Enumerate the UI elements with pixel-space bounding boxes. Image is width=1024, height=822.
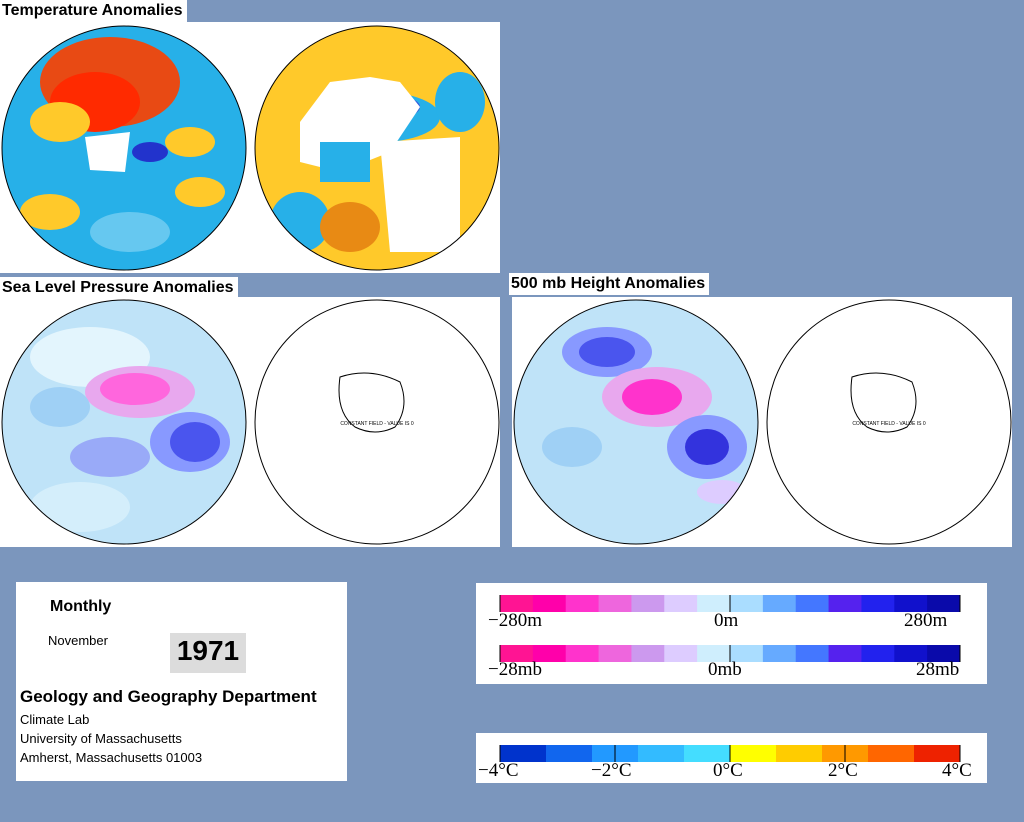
pressure-bar-swatch-2 <box>532 645 567 662</box>
pressure-bar-swatch-6 <box>664 645 698 662</box>
info-box: Monthly November 1971 Geology and Geogra… <box>16 582 347 781</box>
slp-maps-panel: CONSTANT FIELD - VALUE IS 0 <box>0 297 500 547</box>
anomaly-legend-bars <box>499 595 961 662</box>
height-bar-swatch-1 <box>500 595 534 612</box>
pressure-legend-max: 28mb <box>916 659 960 680</box>
temperature-bar-swatch-7 <box>776 745 823 762</box>
pressure-bar-swatch-10 <box>795 645 830 662</box>
temperature-bar-swatch-2 <box>546 745 593 762</box>
height-color-bar <box>499 595 961 612</box>
pressure-bar-swatch-13 <box>894 645 928 662</box>
pressure-bar-swatch-11 <box>828 645 862 662</box>
temperature-legend-label-4: 2°C <box>828 760 858 781</box>
slp-anomalies-title: Sea Level Pressure Anomalies <box>0 277 238 299</box>
temperature-bar-swatch-1 <box>500 745 547 762</box>
temperature-maps-panel <box>0 22 500 273</box>
pressure-bar-swatch-14 <box>927 645 961 662</box>
temperature-anomalies-title: Temperature Anomalies <box>0 0 187 22</box>
department-label: Geology and Geography Department <box>20 687 317 706</box>
height-bar-swatch-10 <box>795 595 830 612</box>
height-bar-swatch-11 <box>828 595 862 612</box>
temperature-bar-swatch-10 <box>914 745 961 762</box>
temperature-color-bar <box>499 745 961 762</box>
sh-height-globe <box>766 299 1012 545</box>
height-maps-panel: CONSTANT FIELD - VALUE IS 0 <box>512 297 1012 547</box>
month-label: November <box>48 633 108 648</box>
pressure-bar-swatch-8 <box>730 645 764 662</box>
temperature-bar-swatch-9 <box>868 745 915 762</box>
year-box: 1971 <box>170 633 246 673</box>
period-label: Monthly <box>50 598 112 615</box>
height-bar-swatch-6 <box>664 595 698 612</box>
temperature-bar-swatch-4 <box>638 745 685 762</box>
temperature-globes <box>1 25 500 271</box>
height-bar-swatch-12 <box>861 595 895 612</box>
pressure-bar-swatch-3 <box>565 645 600 662</box>
address-line-3: Amherst, Massachusetts 01003 <box>20 750 203 765</box>
temperature-legend-label-3: 0°C <box>713 760 743 781</box>
nh-temperature-globe <box>2 26 246 270</box>
pressure-legend-min: −28mb <box>488 659 542 680</box>
pressure-bar-swatch-7 <box>697 645 731 662</box>
height-globes: CONSTANT FIELD - VALUE IS 0 <box>513 299 1012 545</box>
temperature-legend-label-2: −2°C <box>591 760 632 781</box>
height-constant-note: CONSTANT FIELD - VALUE IS 0 <box>852 421 926 427</box>
temperature-bar-swatch-5 <box>684 745 731 762</box>
address-line-1: Climate Lab <box>20 712 90 727</box>
height-bar-swatch-9 <box>762 595 797 612</box>
temperature-legend-label-5: 4°C <box>942 760 972 781</box>
anomaly-legend: −280m 0m 280m −28mb 0mb 28mb <box>476 583 987 684</box>
pressure-legend-mid: 0mb <box>708 659 742 680</box>
height-bar-swatch-14 <box>927 595 961 612</box>
height-legend-mid: 0m <box>714 610 739 631</box>
height-anomalies-title: 500 mb Height Anomalies <box>509 273 710 295</box>
pressure-bar-swatch-1 <box>500 645 534 662</box>
height-bar-swatch-13 <box>894 595 928 612</box>
height-bar-swatch-5 <box>631 595 665 612</box>
height-bar-swatch-7 <box>697 595 731 612</box>
year-label: 1971 <box>176 635 240 666</box>
temperature-legend-label-1: −4°C <box>478 760 519 781</box>
height-bar-swatch-4 <box>598 595 632 612</box>
pressure-bar-swatch-4 <box>598 645 632 662</box>
height-bar-swatch-8 <box>730 595 764 612</box>
height-bar-swatch-3 <box>565 595 600 612</box>
pressure-bar-swatch-9 <box>762 645 797 662</box>
pressure-color-bar <box>499 645 961 662</box>
nh-slp-globe <box>2 300 246 544</box>
pressure-bar-swatch-12 <box>861 645 895 662</box>
slp-constant-note: CONSTANT FIELD - VALUE IS 0 <box>340 421 414 427</box>
slp-globes: CONSTANT FIELD - VALUE IS 0 <box>1 299 500 545</box>
nh-height-globe <box>514 300 758 544</box>
sh-slp-globe <box>254 299 500 545</box>
temperature-bar-swatch-6 <box>730 745 777 762</box>
temperature-legend: −4°C −2°C 0°C 2°C 4°C <box>476 733 987 783</box>
temperature-legend-bar-svg <box>499 745 961 762</box>
height-legend-min: −280m <box>488 610 542 631</box>
sh-temperature-globe <box>255 26 499 270</box>
height-legend-max: 280m <box>904 610 948 631</box>
address-line-2: University of Massachusetts <box>20 731 182 746</box>
height-bar-swatch-2 <box>532 595 567 612</box>
pressure-bar-swatch-5 <box>631 645 665 662</box>
